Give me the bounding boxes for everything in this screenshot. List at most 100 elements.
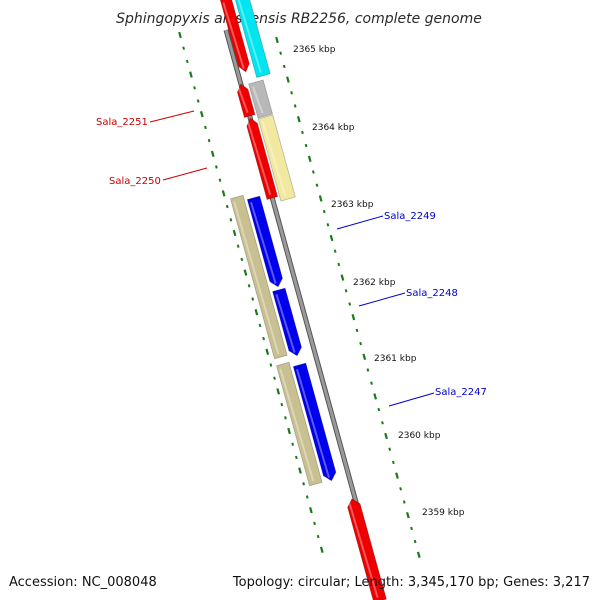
minor-tick — [229, 218, 233, 222]
minor-tick — [207, 138, 211, 143]
major-tick — [340, 274, 345, 281]
feature-sala-2250[interactable] — [257, 114, 296, 202]
leader-sala-2248 — [358, 292, 406, 307]
major-tick — [319, 546, 324, 553]
major-tick — [296, 116, 301, 123]
minor-tick — [337, 262, 341, 267]
feature-red-gene-small[interactable] — [236, 83, 256, 118]
major-tick — [373, 393, 378, 400]
minor-tick — [280, 402, 284, 407]
minor-tick — [370, 381, 373, 385]
feature-sala-2248-highlight — [279, 368, 315, 482]
minor-tick — [391, 460, 395, 465]
major-tick — [329, 234, 334, 242]
minor-tick — [269, 363, 273, 367]
gene-features — [219, 0, 387, 600]
feature-grey-gene[interactable] — [248, 79, 273, 119]
minor-tick — [293, 104, 297, 108]
kbp-label-2363: 2363 kbp — [331, 200, 374, 210]
minor-tick — [359, 341, 362, 346]
minor-tick — [388, 447, 392, 451]
minor-tick — [185, 59, 189, 64]
major-tick — [189, 71, 193, 78]
minor-tick — [410, 526, 413, 531]
major-tick — [275, 36, 279, 44]
feature-grey-gene-highlight — [252, 86, 264, 114]
feature-sala-2248[interactable] — [276, 361, 323, 487]
minor-tick — [294, 455, 298, 460]
kbp-labels: 2365 kbp 2364 kbp 2363 kbp 2362 kbp 2361… — [293, 45, 465, 518]
minor-tick — [302, 482, 305, 486]
feature-sala-2249-highlight — [233, 201, 280, 355]
minor-tick — [322, 209, 326, 214]
minor-tick — [290, 91, 293, 95]
minor-tick — [413, 539, 417, 544]
feature-sala-2247[interactable] — [292, 362, 337, 482]
minor-tick — [399, 487, 402, 491]
major-tick — [254, 309, 259, 316]
major-tick — [307, 155, 312, 162]
feature-red-gene-bottom[interactable] — [347, 498, 387, 600]
feature-sala-2250-highlight — [261, 121, 287, 197]
minor-tick — [355, 328, 359, 333]
major-tick — [406, 512, 410, 519]
kbp-label-2360: 2360 kbp — [398, 431, 441, 441]
feature-blue-gene-2[interactable] — [272, 287, 302, 357]
kbp-label-2365: 2365 kbp — [293, 45, 336, 55]
major-tick — [287, 427, 291, 435]
minor-tick — [225, 204, 229, 209]
gene-label-sala-2250[interactable]: Sala_2250 — [109, 176, 161, 187]
tick-tracks — [178, 31, 421, 558]
minor-tick — [279, 51, 282, 55]
gene-label-sala-2248[interactable]: Sala_2248 — [406, 288, 458, 299]
minor-tick — [326, 223, 330, 227]
feature-sala-2249[interactable] — [230, 194, 288, 360]
minor-tick — [313, 521, 316, 526]
gene-label-sala-2247[interactable]: Sala_2247 — [435, 387, 487, 398]
minor-tick — [315, 183, 319, 187]
minor-tick — [273, 376, 276, 380]
major-tick — [221, 190, 226, 197]
major-tick — [298, 467, 302, 474]
minor-tick — [236, 244, 240, 248]
major-tick — [178, 31, 182, 39]
major-tick — [309, 507, 313, 514]
minor-tick — [381, 421, 384, 425]
genome-summary-text: Topology: circular; Length: 3,345,170 bp… — [232, 575, 590, 590]
minor-tick — [262, 336, 265, 341]
major-tick — [276, 388, 281, 395]
minor-tick — [240, 257, 244, 262]
gene-label-sala-2251[interactable]: Sala_2251 — [96, 117, 148, 128]
feature-blue-gene-1[interactable] — [246, 195, 283, 288]
major-tick — [232, 229, 237, 237]
minor-tick — [258, 323, 262, 328]
gene-label-sala-2249[interactable]: Sala_2249 — [384, 211, 436, 222]
minor-tick — [304, 143, 308, 148]
feature-cyan-gene[interactable] — [234, 0, 271, 78]
major-tick — [243, 269, 248, 276]
major-tick — [265, 348, 270, 355]
minor-tick — [311, 170, 315, 174]
minor-tick — [305, 495, 309, 499]
minor-tick — [284, 416, 287, 420]
feature-cyan-gene-highlight — [237, 0, 262, 73]
map-title: Sphingopyxis alaskensis RB2256, complete… — [116, 11, 482, 27]
feature-red-gene-top[interactable] — [219, 0, 250, 73]
minor-tick — [402, 500, 406, 504]
minor-tick — [282, 64, 286, 69]
minor-tick — [193, 86, 196, 90]
minor-tick — [348, 302, 352, 306]
minor-tick — [196, 99, 200, 103]
leader-sala-2251 — [149, 110, 195, 123]
kbp-label-2362: 2362 kbp — [353, 278, 396, 288]
major-tick — [210, 150, 215, 157]
minor-tick — [377, 407, 381, 412]
leader-sala-2247 — [388, 392, 435, 407]
major-tick — [395, 472, 399, 479]
minor-tick — [316, 534, 320, 539]
accession-text: Accession: NC_008048 — [9, 575, 157, 590]
feature-sala-2251[interactable] — [246, 117, 279, 200]
kbp-label-2364: 2364 kbp — [312, 123, 355, 133]
feature-sala-2247-highlight — [296, 369, 330, 478]
